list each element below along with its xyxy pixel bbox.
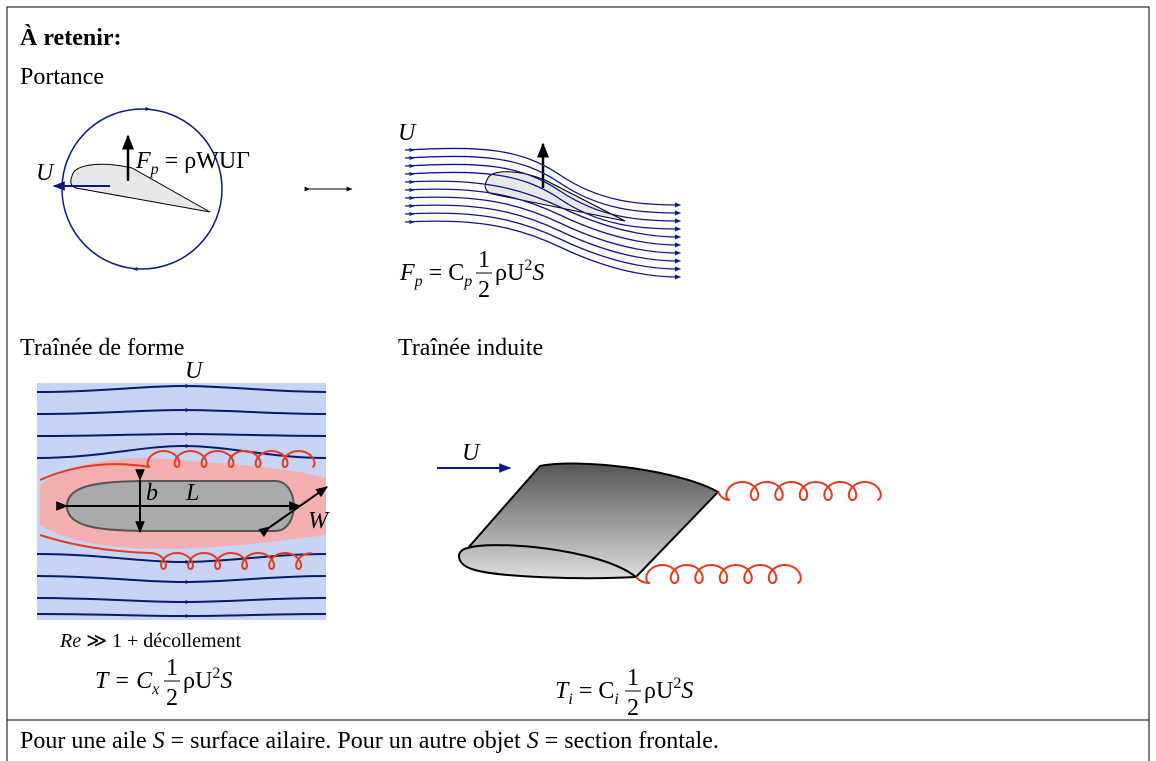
heading: Portance xyxy=(20,64,104,90)
streamline-diagram: U Fp = Cp 1 2 ρU2S xyxy=(398,120,682,303)
formula: Fp = ρWUΓ xyxy=(135,148,250,178)
formula: T = Cx xyxy=(95,668,159,698)
vortex xyxy=(635,563,802,585)
fraction-denominator: 2 xyxy=(627,695,639,721)
fraction-denominator: 2 xyxy=(166,685,178,711)
velocity-label: U xyxy=(398,120,417,146)
streamline xyxy=(404,204,682,264)
dimension-label: L xyxy=(185,480,199,506)
vortex xyxy=(39,534,312,571)
fraction-denominator: 2 xyxy=(478,277,490,303)
velocity-label: U xyxy=(36,160,55,186)
fraction-numerator: 1 xyxy=(166,655,178,681)
form-drag-diagram: U b L W Re ≫ 1 + décollement T = Cx 1 2 … xyxy=(36,358,330,711)
velocity-label: U xyxy=(185,358,204,384)
formula: ρU2S xyxy=(495,257,544,286)
velocity-label: U xyxy=(462,440,481,466)
formula: Fp = Cp xyxy=(399,260,472,290)
circulation-diagram: U Fp = ρWUΓ xyxy=(36,107,250,271)
heading: Traînée induite xyxy=(398,335,543,361)
streamline xyxy=(404,180,682,240)
fraction-numerator: 1 xyxy=(627,665,639,691)
dimension-label: W xyxy=(308,508,330,534)
heading: Traînée de forme xyxy=(20,335,184,361)
formula: ρU2S xyxy=(183,665,232,694)
streamline xyxy=(404,147,682,208)
title: À retenir: xyxy=(20,25,122,51)
formula: Ti = Ci xyxy=(555,678,619,708)
streamline xyxy=(404,212,682,272)
dimension-label: b xyxy=(146,480,158,506)
condition: Re ≫ 1 + décollement xyxy=(59,630,241,652)
streamline xyxy=(404,155,682,216)
streamline xyxy=(404,220,682,280)
induced-drag-diagram: U Ti = Ci 1 2 ρU2S xyxy=(437,440,882,721)
fraction-numerator: 1 xyxy=(478,247,490,273)
formula: ρU2S xyxy=(644,675,693,704)
streamline xyxy=(404,171,682,232)
streamline xyxy=(404,196,682,256)
frame xyxy=(6,6,1150,761)
vortex xyxy=(717,480,882,502)
streamline xyxy=(404,163,682,224)
vortex xyxy=(39,449,316,481)
streamline xyxy=(404,188,682,248)
footer: Pour une aile S = surface ailaire. Pour … xyxy=(20,728,719,754)
